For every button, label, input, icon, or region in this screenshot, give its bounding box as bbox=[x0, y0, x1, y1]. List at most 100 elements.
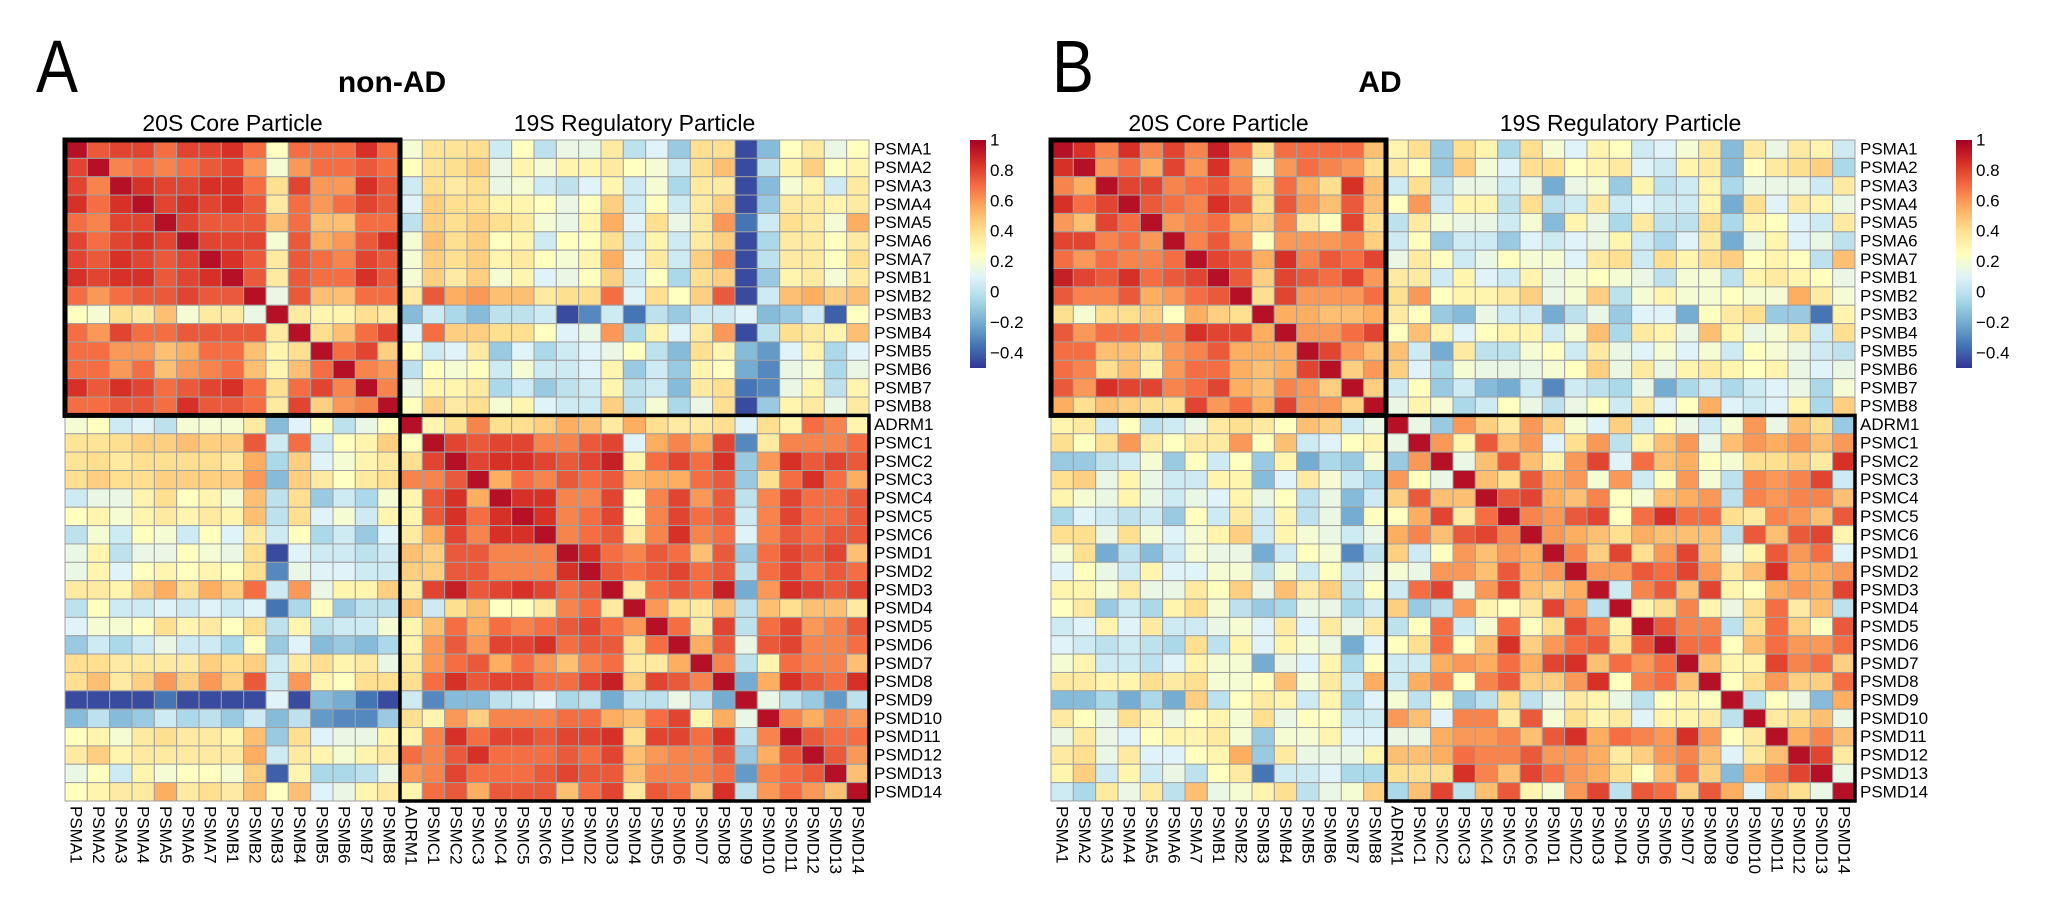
heatmap-cell bbox=[1675, 561, 1700, 582]
heatmap-cell bbox=[1273, 359, 1298, 380]
heatmap-cell bbox=[1184, 782, 1208, 802]
heatmap-cell bbox=[1184, 543, 1208, 563]
heatmap-cell bbox=[1452, 671, 1476, 692]
heatmap-cell bbox=[578, 268, 602, 288]
heatmap-cell bbox=[1296, 690, 1320, 710]
heatmap-cell bbox=[1273, 708, 1298, 729]
heatmap-cell bbox=[1407, 341, 1432, 361]
row-label: PSMB4 bbox=[1860, 323, 1918, 342]
heatmap-cell bbox=[1698, 433, 1722, 453]
heatmap-cell bbox=[421, 782, 446, 802]
heatmap-cell bbox=[622, 653, 647, 673]
heatmap-cell bbox=[1184, 304, 1208, 325]
heatmap-cell bbox=[712, 653, 736, 673]
heatmap-cell bbox=[1452, 157, 1476, 178]
row-label: PSMC2 bbox=[1860, 452, 1919, 471]
column-label: PSMA7 bbox=[1187, 806, 1206, 864]
heatmap-cell bbox=[756, 690, 781, 710]
heatmap-cell bbox=[1653, 286, 1677, 306]
heatmap-cell bbox=[1385, 359, 1409, 380]
heatmap-cell bbox=[310, 525, 334, 545]
row-label: PSMC6 bbox=[874, 525, 933, 544]
heatmap-cell bbox=[1564, 212, 1588, 233]
heatmap-cell bbox=[1608, 782, 1633, 802]
heatmap-cell bbox=[109, 525, 133, 545]
heatmap-cell bbox=[823, 157, 848, 178]
heatmap-cell bbox=[1318, 745, 1342, 765]
heatmap-cell bbox=[198, 378, 222, 398]
heatmap-cell bbox=[176, 212, 200, 233]
heatmap-cell bbox=[533, 506, 557, 527]
heatmap-cell bbox=[1787, 139, 1811, 159]
heatmap-cell bbox=[399, 745, 423, 765]
heatmap-cell bbox=[109, 671, 133, 692]
heatmap-cell bbox=[689, 580, 714, 600]
heatmap-cell bbox=[176, 433, 200, 453]
heatmap-cell bbox=[533, 543, 557, 563]
heatmap-cell bbox=[1541, 378, 1566, 398]
heatmap-cell bbox=[1363, 763, 1387, 784]
heatmap-cell bbox=[779, 268, 803, 288]
heatmap-cell bbox=[667, 396, 691, 416]
heatmap-cell bbox=[846, 506, 870, 527]
heatmap-cell bbox=[734, 212, 758, 233]
heatmap-cell bbox=[109, 543, 133, 563]
heatmap-cell bbox=[533, 268, 557, 288]
heatmap-cell bbox=[823, 708, 848, 729]
heatmap-cell bbox=[243, 194, 267, 214]
column-label: PSMD12 bbox=[1790, 806, 1809, 874]
heatmap-cell bbox=[64, 378, 88, 398]
heatmap-cell bbox=[712, 194, 736, 214]
heatmap-cell bbox=[645, 598, 669, 618]
heatmap-cell bbox=[377, 580, 401, 600]
heatmap-cell bbox=[1340, 653, 1365, 673]
heatmap-cell bbox=[667, 561, 691, 582]
heatmap-cell bbox=[1139, 470, 1164, 490]
heatmap-cell bbox=[1787, 745, 1811, 765]
heatmap-cell bbox=[667, 414, 691, 435]
heatmap-cell bbox=[198, 470, 222, 490]
heatmap-cell bbox=[1206, 690, 1231, 710]
heatmap-cell bbox=[555, 286, 580, 306]
heatmap-cell bbox=[1184, 212, 1208, 233]
heatmap-cell bbox=[1162, 580, 1186, 600]
heatmap-cell bbox=[1206, 304, 1231, 325]
heatmap-cell bbox=[1787, 616, 1811, 637]
heatmap-cell bbox=[1497, 359, 1521, 380]
heatmap-cell bbox=[1765, 763, 1789, 784]
heatmap-cell bbox=[1430, 194, 1454, 214]
heatmap-cell bbox=[1206, 433, 1231, 453]
heatmap-cell bbox=[265, 708, 289, 729]
heatmap-cell bbox=[1742, 506, 1767, 527]
heatmap-cell bbox=[1184, 414, 1208, 435]
heatmap-cell bbox=[176, 616, 200, 637]
heatmap-cell bbox=[1318, 616, 1342, 637]
heatmap-cell bbox=[779, 745, 803, 765]
heatmap-cell bbox=[846, 580, 870, 600]
heatmap-cell bbox=[1251, 249, 1275, 270]
heatmap-cell bbox=[243, 396, 267, 416]
heatmap-cell bbox=[1296, 782, 1320, 802]
heatmap-cell bbox=[555, 598, 580, 618]
heatmap-cell bbox=[1608, 231, 1633, 251]
heatmap-cell bbox=[1095, 708, 1119, 729]
heatmap-cell bbox=[466, 157, 490, 178]
heatmap-cell bbox=[1809, 433, 1834, 453]
heatmap-cell bbox=[1162, 396, 1186, 416]
heatmap-cell bbox=[1407, 414, 1432, 435]
heatmap-cell bbox=[1340, 359, 1365, 380]
heatmap-cell bbox=[801, 580, 825, 600]
heatmap-cell bbox=[1832, 653, 1856, 673]
heatmap-cell bbox=[779, 470, 803, 490]
heatmap-cell bbox=[287, 782, 312, 802]
heatmap-cell bbox=[1631, 727, 1655, 747]
heatmap-cell bbox=[1385, 543, 1409, 563]
heatmap-cell bbox=[1296, 341, 1320, 361]
heatmap-cell bbox=[1586, 378, 1610, 398]
heatmap-cell bbox=[1296, 708, 1320, 729]
heatmap-cell bbox=[310, 157, 334, 178]
heatmap-cell bbox=[243, 506, 267, 527]
heatmap-cell bbox=[1296, 433, 1320, 453]
heatmap-cell bbox=[220, 598, 245, 618]
heatmap-cell bbox=[131, 139, 155, 159]
